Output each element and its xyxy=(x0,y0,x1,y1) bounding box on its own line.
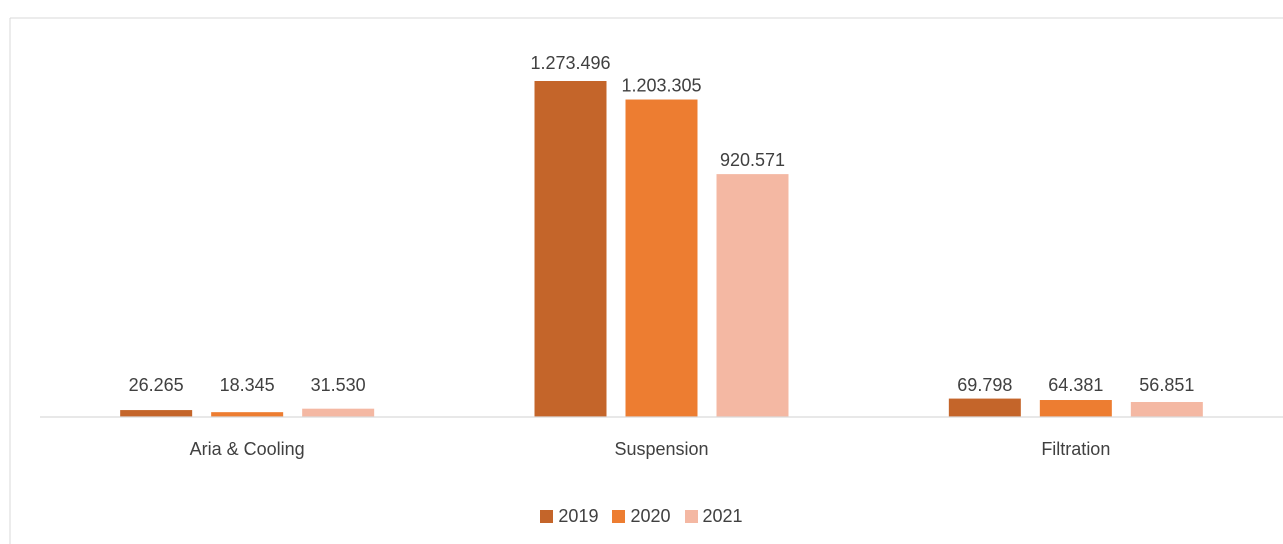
data-label-2021-suspension: 920.571 xyxy=(720,150,785,170)
bar-2020-suspension xyxy=(625,99,698,418)
legend-swatch-2020 xyxy=(612,510,626,523)
category-label-filtration: Filtration xyxy=(1041,439,1110,459)
bar-2020-aria-cooling xyxy=(211,412,284,417)
bars-layer xyxy=(120,81,1203,418)
data-labels-layer: 26.265 18.345 31.530 1.273.496 1.203.305 920.… xyxy=(129,53,1195,395)
category-label-suspension: Suspension xyxy=(614,439,708,459)
category-labels-layer: Aria & Cooling Suspension Filtration xyxy=(190,439,1111,459)
legend-swatch-2021 xyxy=(684,510,698,523)
data-label-2021-filtration: 56.851 xyxy=(1139,375,1194,395)
legend-item-2019: 2019 xyxy=(540,506,598,527)
legend-label-2019: 2019 xyxy=(558,506,599,526)
data-label-2019-suspension: 1.273.496 xyxy=(530,53,610,73)
category-label-aria-cooling: Aria & Cooling xyxy=(190,439,305,459)
legend-label-2021: 2021 xyxy=(702,506,743,526)
legend: 2019 2020 2021 xyxy=(0,506,1283,527)
data-label-2019-aria-cooling: 26.265 xyxy=(129,375,184,395)
data-label-2021-aria-cooling: 31.530 xyxy=(311,375,366,395)
bar-2019-aria-cooling xyxy=(120,410,193,417)
data-label-2019-filtration: 69.798 xyxy=(957,375,1012,395)
bar-2021-suspension xyxy=(716,174,789,417)
data-label-2020-suspension: 1.203.305 xyxy=(621,76,701,96)
bar-2019-suspension xyxy=(534,81,607,417)
bar-2020-filtration xyxy=(1039,400,1112,417)
legend-label-2020: 2020 xyxy=(630,506,671,526)
legend-item-2020: 2020 xyxy=(612,506,671,527)
bar-2019-filtration xyxy=(948,398,1021,417)
bar-2021-aria-cooling xyxy=(302,408,375,417)
data-label-2020-filtration: 64.381 xyxy=(1048,375,1103,395)
bar-2021-filtration xyxy=(1130,402,1203,417)
legend-item-2021: 2021 xyxy=(684,506,743,527)
data-label-2020-aria-cooling: 18.345 xyxy=(220,375,275,395)
legend-swatch-2019 xyxy=(540,510,554,523)
